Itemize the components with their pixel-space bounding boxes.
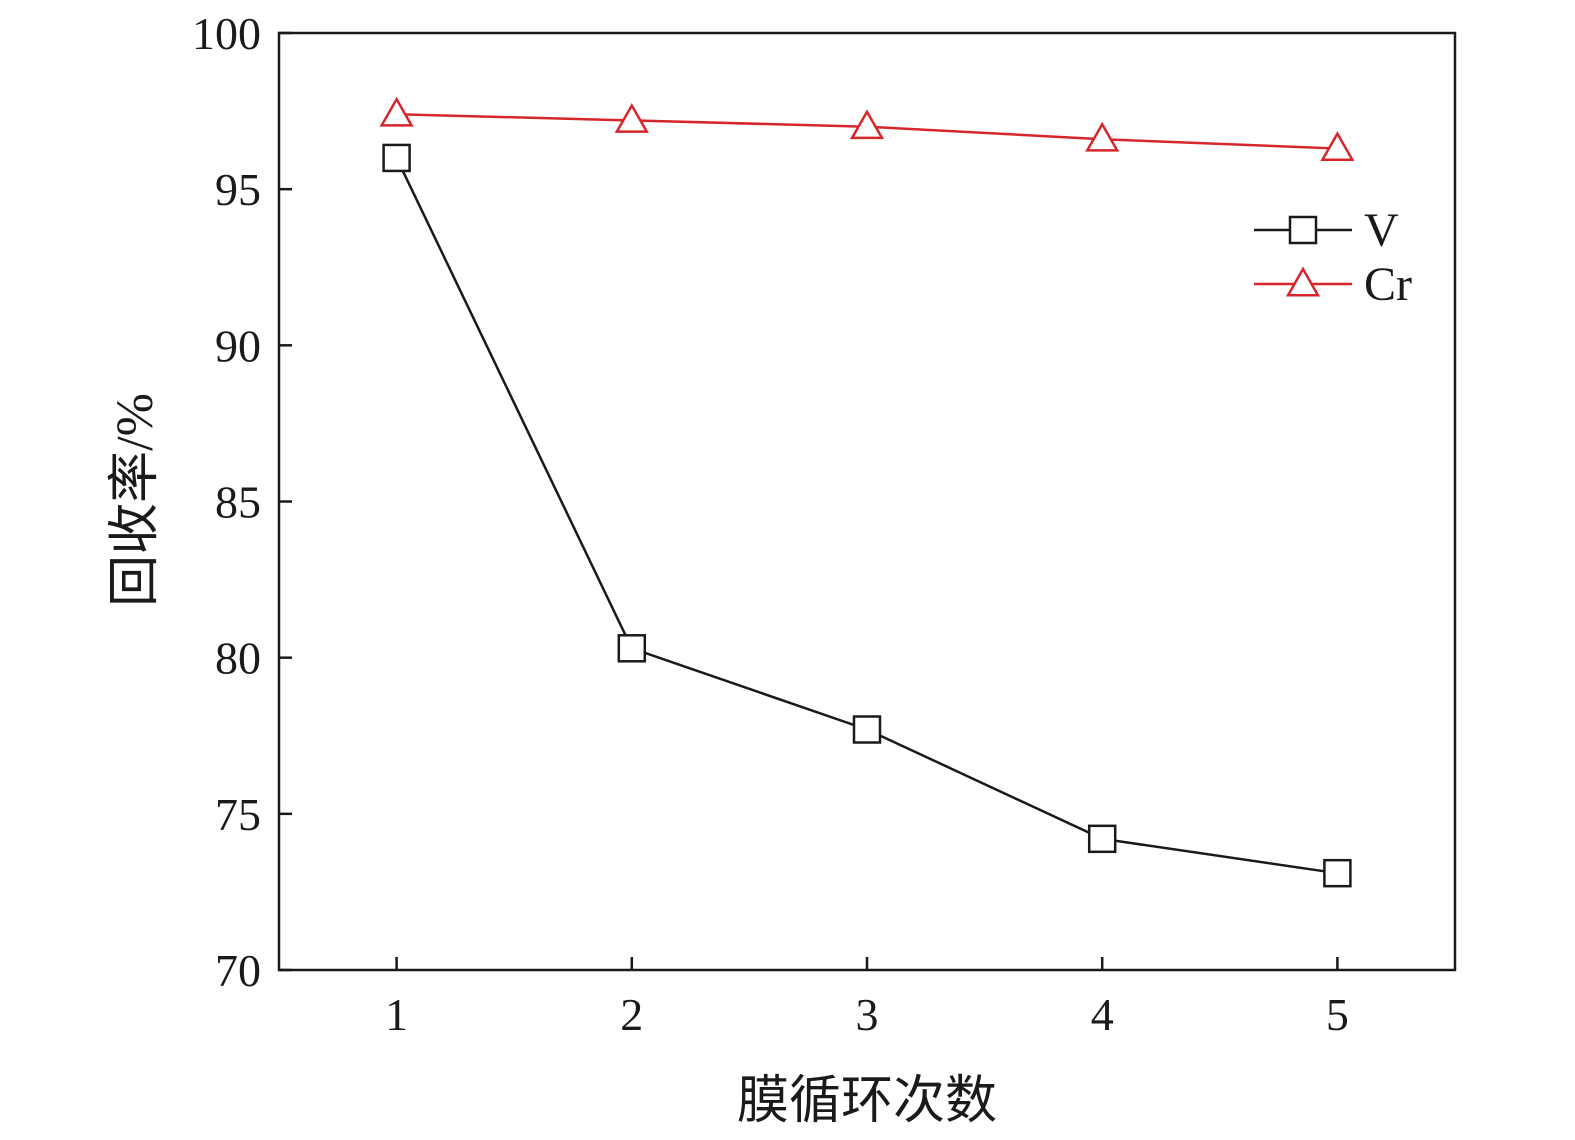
data-point-v <box>617 634 647 663</box>
y-tick-label: 90 <box>215 320 261 371</box>
data-point-cr <box>1320 131 1355 162</box>
data-point-cr <box>379 96 414 127</box>
x-tick-label: 5 <box>1326 989 1349 1040</box>
series-cr <box>379 96 1355 162</box>
data-point-cr <box>849 109 885 140</box>
legend: VCr <box>1254 204 1412 311</box>
x-axis-label: 膜循环次数 <box>737 1073 997 1130</box>
y-tick-label: 80 <box>215 633 261 684</box>
plot-frame <box>277 31 1457 972</box>
series-layer <box>379 96 1355 888</box>
series-line-v <box>395 157 1338 875</box>
data-point-v <box>852 715 882 744</box>
x-axis: 1 2 3 4 5 <box>385 957 1349 1040</box>
legend-marker-v <box>1288 215 1318 245</box>
y-tick-label: 95 <box>215 164 261 215</box>
data-point-v <box>1323 858 1352 888</box>
data-point-cr <box>614 102 649 133</box>
data-point-v <box>382 143 411 173</box>
legend-label-v: V <box>1364 204 1399 257</box>
y-axis: 70 75 80 85 90 95 100 <box>192 8 292 996</box>
legend-label-cr: Cr <box>1364 258 1412 311</box>
y-tick-label: 70 <box>215 945 261 996</box>
x-tick-label: 3 <box>856 989 879 1040</box>
y-tick-label: 75 <box>215 789 261 840</box>
y-axis-label: 回收率/% <box>107 393 164 607</box>
y-tick-label: 85 <box>215 477 261 528</box>
series-v <box>382 143 1352 888</box>
x-tick-label: 4 <box>1091 989 1114 1040</box>
y-tick-label: 100 <box>192 8 261 59</box>
data-point-v <box>1087 824 1117 854</box>
x-tick-label: 2 <box>620 989 643 1040</box>
data-point-cr <box>1085 121 1120 152</box>
x-tick-label: 1 <box>385 989 408 1040</box>
legend-marker-cr <box>1285 266 1321 297</box>
